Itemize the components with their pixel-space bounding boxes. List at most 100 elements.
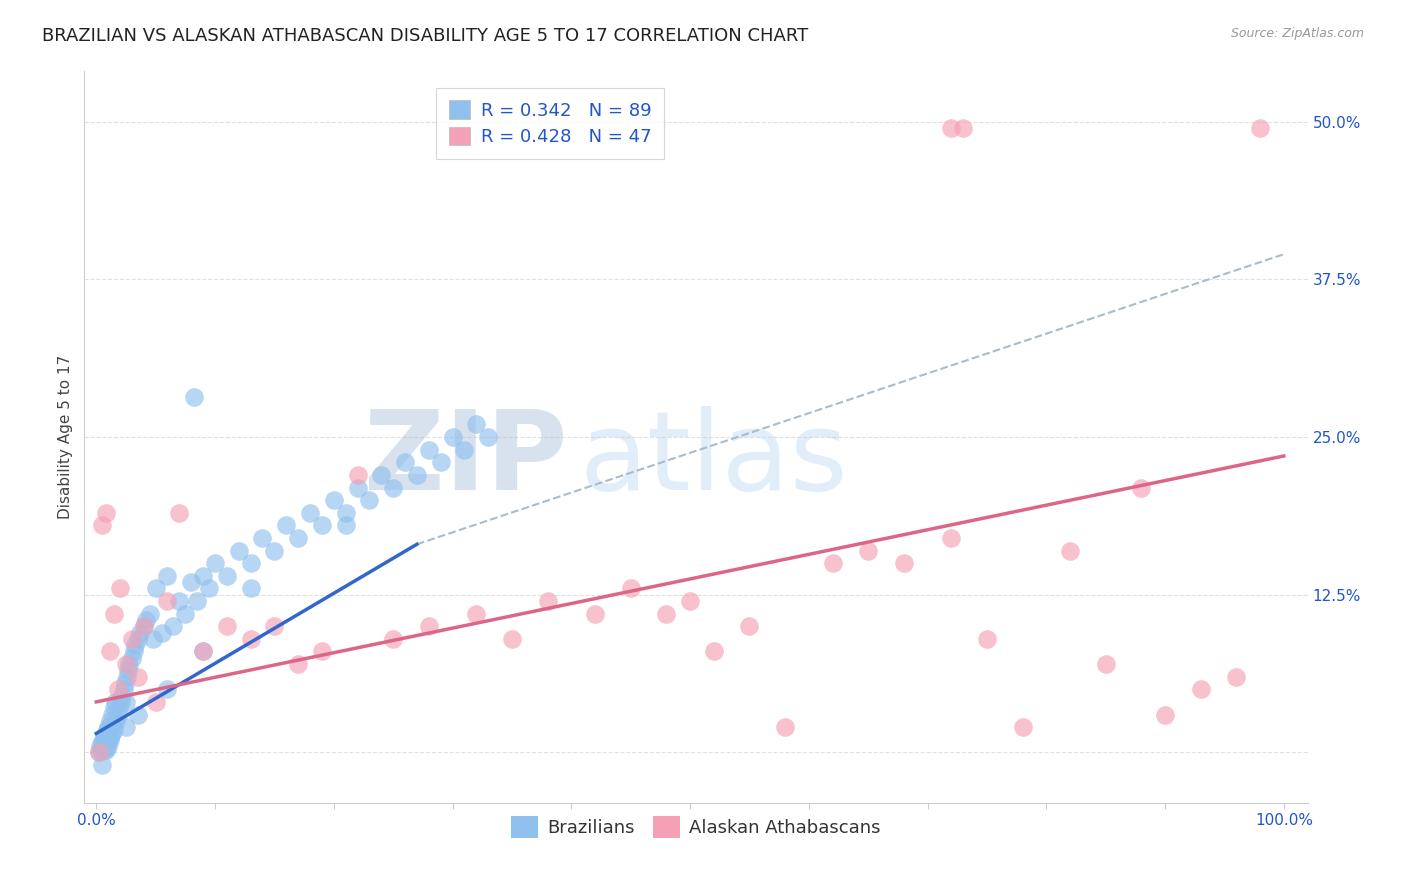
Point [104,695,127,709]
Point [100,714,122,728]
Point [142,632,165,646]
Point [100,730,122,744]
Point [115,657,138,671]
Point [952,121,974,136]
Point [773,720,796,734]
Point [108,582,131,596]
Point [335,518,357,533]
Point [121,650,143,665]
Point [115,695,138,709]
Point [94,506,117,520]
Point [370,467,392,482]
Point [112,682,135,697]
Point [91,735,114,749]
Point [441,430,464,444]
Point [114,676,136,690]
Point [215,569,238,583]
Point [97,732,120,747]
Point [100,726,122,740]
Point [93,739,115,753]
Text: ZIP: ZIP [364,406,568,513]
Point [117,664,139,678]
Point [536,594,558,608]
Point [135,613,157,627]
Point [204,556,226,570]
Point [145,695,167,709]
Point [239,632,262,646]
Point [322,493,344,508]
Point [93,738,115,752]
Point [1189,682,1212,697]
Point [100,707,122,722]
Point [1130,481,1153,495]
Point [180,575,202,590]
Point [191,569,214,583]
Point [183,390,205,404]
Point [465,417,488,432]
Point [93,730,115,744]
Point [138,607,160,621]
Point [115,670,138,684]
Point [655,607,678,621]
Point [132,619,155,633]
Point [110,695,132,709]
Point [124,638,146,652]
Point [418,619,440,633]
Point [1011,720,1033,734]
Point [132,619,155,633]
Point [311,518,333,533]
Point [156,682,179,697]
Point [287,657,309,671]
Point [239,582,262,596]
Point [429,455,451,469]
Text: Source: ZipAtlas.com: Source: ZipAtlas.com [1230,27,1364,40]
Point [287,531,309,545]
Point [406,467,429,482]
Point [103,701,125,715]
Point [239,556,262,570]
Point [97,720,120,734]
Text: BRAZILIAN VS ALASKAN ATHABASCAN DISABILITY AGE 5 TO 17 CORRELATION CHART: BRAZILIAN VS ALASKAN ATHABASCAN DISABILI… [42,27,808,45]
Point [100,732,122,747]
Point [111,689,134,703]
Point [127,632,149,646]
Point [335,506,357,520]
Point [107,682,129,697]
Point [215,619,238,633]
Point [107,701,129,715]
Legend: Brazilians, Alaskan Athabascans: Brazilians, Alaskan Athabascans [505,808,887,845]
Point [620,582,643,596]
Point [1094,657,1116,671]
Point [382,481,405,495]
Point [346,467,368,482]
Point [98,726,121,740]
Point [87,745,110,759]
Point [346,481,368,495]
Point [477,430,499,444]
Point [94,743,117,757]
Point [162,619,184,633]
Point [1249,121,1271,136]
Point [738,619,761,633]
Point [93,732,115,747]
Point [359,493,381,508]
Point [191,644,214,658]
Point [228,543,250,558]
Point [145,582,167,596]
Point [115,720,138,734]
Text: atlas: atlas [579,406,848,513]
Point [101,717,124,731]
Point [121,632,143,646]
Point [97,739,120,753]
Point [1225,670,1247,684]
Point [453,442,475,457]
Point [96,735,118,749]
Point [276,518,298,533]
Point [90,743,112,757]
Point [856,543,879,558]
Point [941,531,963,545]
Point [382,632,405,646]
Point [191,644,214,658]
Point [703,644,725,658]
Point [679,594,702,608]
